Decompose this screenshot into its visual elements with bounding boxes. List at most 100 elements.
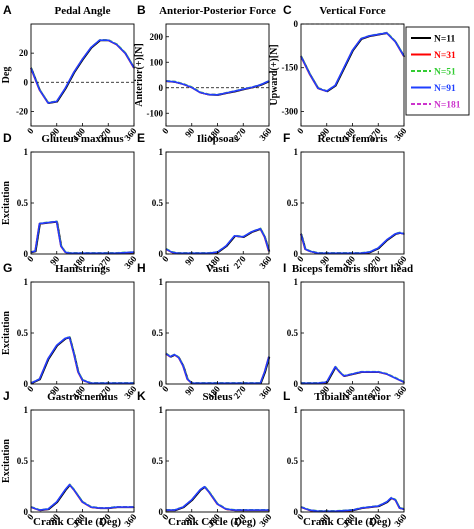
x-tick-label: 0 (25, 511, 36, 521)
series-line-n-31 (30, 221, 134, 254)
y-tick-label: 0 (24, 249, 29, 259)
panel-letter: D (3, 131, 12, 145)
axes-frame (165, 409, 270, 513)
x-tick-label: 360 (392, 125, 409, 142)
series-line-n-91 (165, 485, 269, 511)
x-tick-label: 0 (25, 125, 36, 135)
y-tick-label: 0 (294, 379, 299, 389)
y-tick-label: 1 (294, 277, 299, 287)
axes-frame (30, 23, 135, 127)
series-line-n-91 (30, 39, 135, 104)
series-line-n-181 (300, 32, 405, 92)
series-line-n-91 (165, 352, 270, 385)
series-line-n-91 (165, 227, 270, 254)
x-tick-label: 90 (183, 383, 197, 397)
axes-frame (300, 409, 405, 513)
y-tick-label: 1 (294, 147, 299, 157)
legend: N=11 N=31 N=51 N=91 N=181 (405, 26, 470, 116)
y-tick-label: 1 (24, 147, 29, 157)
x-tick-label: 0 (160, 125, 171, 135)
series-line-n-11 (300, 232, 405, 255)
series-line-n-91 (30, 220, 134, 254)
y-tick-label: -20 (16, 106, 28, 116)
legend-label: N=31 (434, 51, 456, 61)
panel-letter: I (283, 261, 286, 275)
series-line-n-91 (300, 497, 405, 513)
y-tick-label: 0 (294, 19, 299, 29)
y-tick-label: 0 (159, 83, 164, 93)
axes-frame (30, 409, 135, 513)
axes-frame (300, 281, 405, 385)
x-tick-label: 360 (392, 383, 409, 400)
panel-letter: G (3, 261, 12, 275)
y-tick-label: 1 (159, 277, 164, 287)
series-line-n-181 (300, 231, 405, 254)
series-line-n-11 (30, 39, 136, 104)
x-axis-label-right: Crank Cycle (Deg) (303, 516, 391, 528)
x-tick-label: 360 (392, 511, 409, 528)
panel-letter: L (283, 389, 290, 403)
y-tick-label: 0 (159, 249, 164, 259)
y-tick-label: 0.5 (17, 198, 29, 208)
series-line-n-181 (30, 336, 134, 384)
y-tick-label: 0 (294, 249, 299, 259)
y-tick-label: 0 (24, 77, 29, 87)
y-tick-label: 0.5 (17, 456, 29, 466)
y-tick-label: 0.5 (152, 328, 164, 338)
x-tick-label: 360 (257, 383, 274, 400)
panel-title: Gastrocnemius (47, 391, 118, 403)
y-tick-label: 0.5 (152, 456, 164, 466)
series-line-n-11 (166, 353, 271, 385)
panel-title: Vasti (206, 263, 229, 275)
series-line-n-181 (166, 485, 269, 511)
legend-label: N=11 (434, 35, 455, 45)
x-tick-label: 0 (160, 511, 171, 521)
y-axis-label: Excitation (1, 439, 12, 483)
y-axis-label: Excitation (1, 311, 12, 355)
series-line-n-31 (299, 232, 404, 254)
series-line-n-91 (30, 336, 134, 385)
panel-letter: K (137, 389, 146, 403)
axes-frame (165, 281, 270, 385)
axes-frame (165, 151, 270, 255)
legend-label: N=181 (434, 101, 461, 111)
series-line-n-51 (165, 352, 270, 384)
panel-letter: C (283, 3, 292, 17)
y-tick-label: 0 (294, 507, 299, 517)
panel-letter: A (3, 3, 12, 17)
panel-title: Vertical Force (319, 5, 385, 17)
series-line-n-11 (166, 228, 271, 255)
x-tick-label: 0 (295, 383, 306, 393)
y-tick-label: 0 (24, 507, 29, 517)
series-line-n-51 (30, 483, 135, 511)
series-line-n-181 (165, 352, 270, 384)
x-tick-label: 360 (257, 125, 274, 142)
series-line-n-31 (29, 39, 135, 104)
axes-frame (30, 151, 135, 255)
y-tick-label: 1 (294, 405, 299, 415)
series-line-n-51 (31, 220, 135, 254)
panel-title: Hamstrings (55, 263, 111, 275)
panel-title: Soleus (203, 391, 234, 403)
series-line-n-51 (300, 31, 405, 92)
y-tick-label: 0.5 (287, 328, 299, 338)
y-tick-label: 100 (150, 57, 164, 67)
x-tick-label: 270 (231, 253, 248, 270)
series-line-n-91 (300, 32, 405, 92)
y-tick-label: 0 (24, 379, 29, 389)
axes-frame (165, 23, 270, 127)
x-tick-label: 0 (25, 383, 36, 393)
x-tick-label: 360 (257, 253, 274, 270)
y-tick-label: 0.5 (287, 456, 299, 466)
panel-title: Rectus femoris (318, 133, 389, 145)
panel-letter: E (137, 131, 145, 145)
